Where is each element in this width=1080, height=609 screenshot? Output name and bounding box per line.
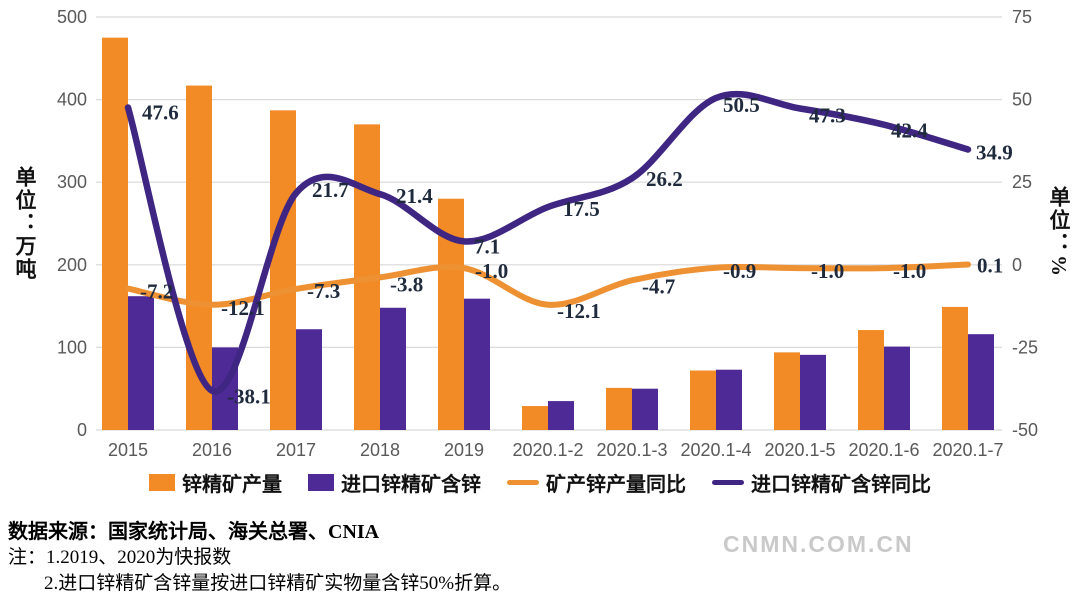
data-label-进口锌精矿含锌同比-2020.1-4: 50.5 bbox=[723, 93, 760, 117]
x-axis-label: 2017 bbox=[276, 440, 316, 460]
data-label-矿产锌产量同比-2016: -12.1 bbox=[221, 296, 265, 320]
combo-chart: 500 400 300 200 100 0 75 50 25 0 -25 -50 2015 2016 201… bbox=[57, 7, 1038, 460]
data-label-矿产锌产量同比-2020.1-3: -4.7 bbox=[642, 274, 675, 298]
bar-进口锌精矿含锌-2020.1-3 bbox=[632, 388, 658, 430]
data-label-矿产锌产量同比-2020.1-4: -0.9 bbox=[723, 259, 756, 283]
left-axis-tick: 200 bbox=[57, 255, 87, 275]
data-label-进口锌精矿含锌同比-2020.1-5: 47.3 bbox=[809, 104, 846, 128]
left-axis-tick: 300 bbox=[57, 172, 87, 192]
right-axis-tick: -25 bbox=[1012, 337, 1038, 357]
bar-进口锌精矿含锌-2015 bbox=[128, 296, 154, 430]
line-进口锌精矿含锌同比 bbox=[124, 90, 972, 395]
data-label-矿产锌产量同比-2020.1-5: -1.0 bbox=[811, 259, 844, 283]
data-label-进口锌精矿含锌同比-2015: 47.6 bbox=[142, 101, 179, 125]
data-label-矿产锌产量同比-2020.1-6: -1.0 bbox=[893, 259, 926, 283]
bar-进口锌精矿含锌-2019 bbox=[464, 298, 490, 430]
legend-label: 矿产锌产量同比 bbox=[546, 474, 686, 496]
data-label-进口锌精矿含锌同比-2019: 7.1 bbox=[474, 234, 500, 258]
chart-legend: 锌精矿产量 进口锌精矿含锌 矿产锌产量同比 进口锌精矿含锌同比 bbox=[0, 468, 1080, 497]
orange-line-swatch-icon bbox=[507, 480, 539, 485]
legend-item-imported-zinc-content: 进口锌精矿含锌 bbox=[308, 468, 481, 497]
data-label-进口锌精矿含锌同比-2018: 21.4 bbox=[396, 184, 433, 208]
x-axis-label: 2016 bbox=[192, 440, 232, 460]
legend-label: 锌精矿产量 bbox=[182, 474, 282, 496]
watermark: CNMN.COM.CN bbox=[723, 531, 914, 557]
data-label-进口锌精矿含锌同比-2020.1-2: 17.5 bbox=[563, 197, 600, 221]
purple-line-swatch-icon bbox=[712, 480, 744, 485]
bar-锌精矿产量-2020.1-6 bbox=[858, 330, 884, 430]
left-axis-tick: 100 bbox=[57, 337, 87, 357]
legend-item-imported-zinc-yoy: 进口锌精矿含锌同比 bbox=[712, 468, 931, 497]
legend-item-mined-zinc-yoy: 矿产锌产量同比 bbox=[507, 468, 686, 497]
x-axis-label: 2020.1-4 bbox=[680, 440, 751, 460]
data-label-矿产锌产量同比-2018: -3.8 bbox=[390, 272, 423, 296]
bar-锌精矿产量-2015 bbox=[102, 37, 128, 431]
bar-进口锌精矿含锌-2020.1-7 bbox=[968, 334, 994, 430]
legend-label: 进口锌精矿含锌同比 bbox=[751, 474, 931, 496]
x-axis-label: 2020.1-3 bbox=[596, 440, 667, 460]
data-label-进口锌精矿含锌同比-2020.1-3: 26.2 bbox=[646, 167, 683, 191]
left-axis-unit-label: 单位：万吨 bbox=[13, 166, 37, 281]
note-line-2: 2.进口锌精矿含锌量按进口锌精矿实物量含锌50%折算。 bbox=[44, 573, 512, 594]
x-axis-label: 2018 bbox=[360, 440, 400, 460]
data-label-进口锌精矿含锌同比-2020.1-6: 42.4 bbox=[891, 119, 928, 143]
data-label-矿产锌产量同比-2019: -1.0 bbox=[475, 259, 508, 283]
left-axis-tick: 400 bbox=[57, 90, 87, 110]
bar-锌精矿产量-2020.1-2 bbox=[522, 406, 548, 430]
bar-进口锌精矿含锌-2020.1-2 bbox=[548, 401, 574, 430]
left-axis-tick: 500 bbox=[57, 7, 87, 27]
legend-label: 进口锌精矿含锌 bbox=[341, 474, 481, 496]
footnotes: 数据来源：国家统计局、海关总署、CNIA 注：1.2019、2020为快报数 2… bbox=[8, 519, 511, 597]
bar-进口锌精矿含锌-2018 bbox=[380, 307, 406, 430]
bar-进口锌精矿含锌-2017 bbox=[296, 329, 322, 430]
bar-锌精矿产量-2020.1-7 bbox=[942, 306, 968, 430]
bar-进口锌精矿含锌-2020.1-4 bbox=[716, 369, 742, 430]
data-label-矿产锌产量同比-2020.1-7: 0.1 bbox=[977, 253, 1003, 277]
x-axis-label: 2020.1-7 bbox=[932, 440, 1003, 460]
right-axis-tick: 0 bbox=[1012, 255, 1022, 275]
data-label-矿产锌产量同比-2015: -7.2 bbox=[140, 280, 173, 304]
right-axis-tick: 75 bbox=[1012, 7, 1032, 27]
x-axis-label: 2015 bbox=[108, 440, 148, 460]
bar-锌精矿产量-2020.1-3 bbox=[606, 387, 632, 430]
x-axis-label: 2019 bbox=[444, 440, 484, 460]
x-axis-label: 2020.1-2 bbox=[512, 440, 583, 460]
right-axis-tick: 50 bbox=[1012, 90, 1032, 110]
x-axis-label: 2020.1-5 bbox=[764, 440, 835, 460]
right-axis-unit-label: 单位：% bbox=[1047, 186, 1071, 278]
data-label-矿产锌产量同比-2017: -7.3 bbox=[307, 279, 340, 303]
bar-进口锌精矿含锌-2020.1-5 bbox=[800, 354, 826, 430]
right-axis-tick: 25 bbox=[1012, 172, 1032, 192]
orange-bar-swatch-icon bbox=[149, 474, 175, 491]
data-label-进口锌精矿含锌同比-2020.1-7: 34.9 bbox=[976, 140, 1013, 164]
left-axis-tick: 0 bbox=[77, 420, 87, 440]
note-line-1: 注：1.2019、2020为快报数 bbox=[8, 547, 232, 568]
line-矿产锌产量同比 bbox=[125, 261, 971, 308]
bar-进口锌精矿含锌-2020.1-6 bbox=[884, 346, 910, 430]
bar-锌精矿产量-2017 bbox=[270, 110, 296, 430]
legend-item-zinc-concentrate-output: 锌精矿产量 bbox=[149, 468, 282, 497]
right-axis-tick: -50 bbox=[1012, 420, 1038, 440]
data-label-进口锌精矿含锌同比-2016: -38.1 bbox=[227, 385, 271, 409]
x-axis-label: 2020.1-6 bbox=[848, 440, 919, 460]
data-label-矿产锌产量同比-2020.1-2: -12.1 bbox=[557, 299, 601, 323]
data-source-line: 数据来源：国家统计局、海关总署、CNIA bbox=[8, 521, 380, 543]
purple-bar-swatch-icon bbox=[308, 474, 334, 491]
data-label-进口锌精矿含锌同比-2017: 21.7 bbox=[312, 178, 349, 202]
bar-锌精矿产量-2020.1-5 bbox=[774, 352, 800, 430]
bar-锌精矿产量-2020.1-4 bbox=[690, 370, 716, 430]
